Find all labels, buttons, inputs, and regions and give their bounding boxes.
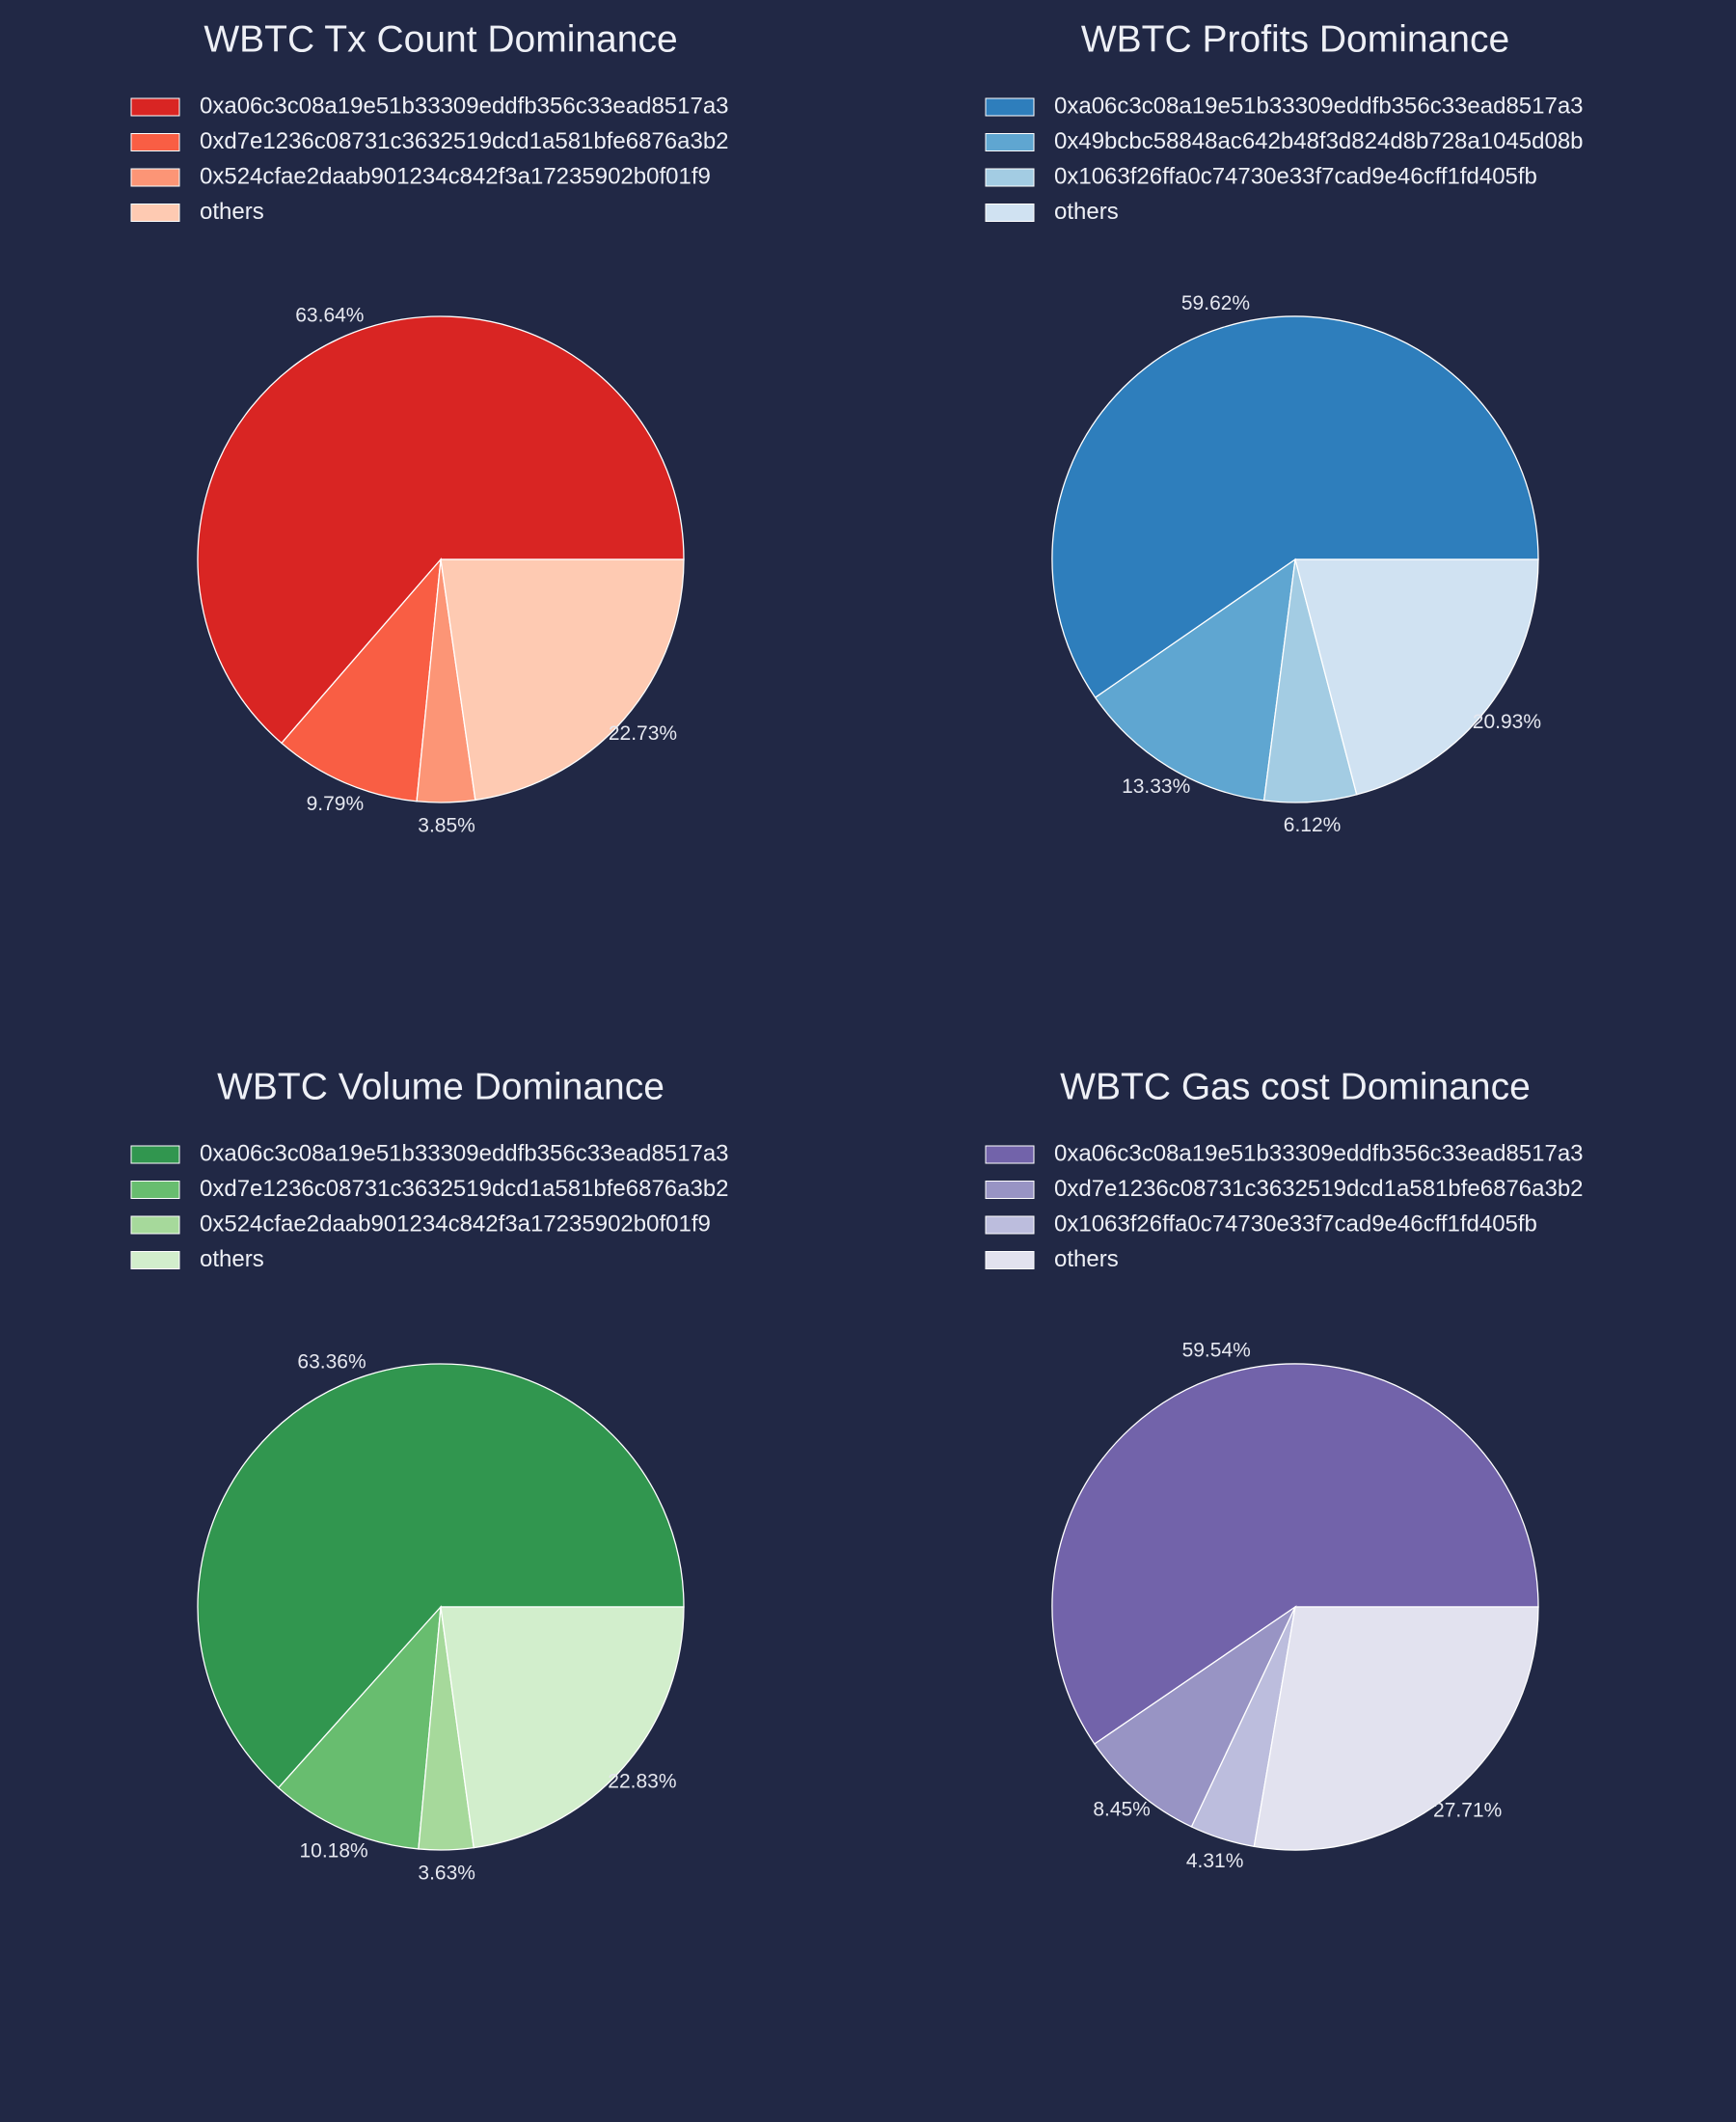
pie-slice	[1093, 1605, 1297, 1828]
slice-percent-label: 13.33%	[1122, 775, 1190, 798]
slice-percent-label: 63.36%	[297, 1350, 366, 1373]
legend-swatch	[985, 97, 1035, 117]
legend-label: 0xa06c3c08a19e51b33309eddfb356c33ead8517…	[200, 93, 729, 119]
pie-slice	[1294, 558, 1539, 796]
slice-percent-label: 22.83%	[608, 1771, 676, 1793]
legend-label: 0x1063f26ffa0c74730e33f7cad9e46cff1fd405…	[1054, 1211, 1537, 1237]
chart-title: WBTC Gas cost Dominance	[1060, 1066, 1531, 1107]
legend-label: 0xd7e1236c08731c3632519dcd1a581bfe6876a3…	[200, 1176, 729, 1202]
legend-label: 0xa06c3c08a19e51b33309eddfb356c33ead8517…	[1054, 1140, 1584, 1166]
slice-percent-label: 20.93%	[1473, 711, 1541, 733]
chart-title: WBTC Volume Dominance	[217, 1066, 665, 1107]
legend-label: others	[200, 199, 264, 225]
slice-percent-label: 27.71%	[1433, 1799, 1502, 1821]
slice-percent-label: 4.31%	[1186, 1850, 1244, 1872]
legend-swatch	[985, 204, 1035, 222]
legend-label: 0x524cfae2daab901234c842f3a17235902b0f01…	[200, 1211, 711, 1237]
legend-swatch	[985, 133, 1035, 151]
pie-slice	[281, 558, 442, 803]
slice-percent-label: 3.85%	[418, 815, 475, 837]
pie-slice	[277, 1605, 442, 1850]
pie-chart-2: WBTC Profits Dominance 0xa06c3c08a19e51b3…	[985, 18, 1584, 836]
legend-swatch	[985, 1145, 1035, 1164]
chart-title: WBTC Tx Count Dominance	[203, 18, 677, 60]
legend-label: 0xa06c3c08a19e51b33309eddfb356c33ead8517…	[1054, 93, 1584, 119]
legend-swatch	[985, 168, 1035, 187]
legend-swatch	[130, 1145, 180, 1164]
legend: 0xa06c3c08a19e51b33309eddfb356c33ead8517…	[985, 93, 1584, 225]
slice-percent-label: 63.64%	[295, 304, 364, 326]
legend-label: others	[200, 1246, 264, 1272]
legend-label: 0xd7e1236c08731c3632519dcd1a581bfe6876a3…	[1054, 1176, 1584, 1202]
legend-label: others	[1054, 1246, 1119, 1272]
legend-label: 0xa06c3c08a19e51b33309eddfb356c33ead8517…	[200, 1140, 729, 1166]
legend-swatch	[985, 1181, 1035, 1199]
legend-swatch	[985, 1251, 1035, 1269]
pie-chart-3: WBTC Volume Dominance 0xa06c3c08a19e51b33…	[130, 1066, 729, 1885]
slice-percent-label: 59.54%	[1182, 1340, 1251, 1362]
slice-percent-label: 22.73%	[609, 722, 677, 745]
pie-chart-4: WBTC Gas cost Dominance 0xa06c3c08a19e51b…	[985, 1066, 1584, 1872]
legend-swatch	[130, 97, 180, 117]
legend-label: others	[1054, 199, 1119, 225]
slice-percent-label: 8.45%	[1093, 1798, 1151, 1820]
pie-slice	[1253, 1606, 1539, 1851]
legend-swatch	[130, 1181, 180, 1199]
legend-label: 0x524cfae2daab901234c842f3a17235902b0f01…	[200, 163, 711, 189]
slice-percent-label: 6.12%	[1284, 814, 1342, 836]
legend-swatch	[985, 1215, 1035, 1235]
pie-slice	[197, 1363, 685, 1789]
legend-swatch	[130, 1251, 180, 1269]
pie-slice	[1094, 558, 1296, 802]
legend: 0xa06c3c08a19e51b33309eddfb356c33ead8517…	[130, 93, 729, 225]
legend-swatch	[130, 1215, 180, 1235]
pie-chart-1: WBTC Tx Count Dominance 0xa06c3c08a19e51b…	[130, 18, 729, 837]
legend-label: 0x1063f26ffa0c74730e33f7cad9e46cff1fd405…	[1054, 163, 1537, 189]
legend-swatch	[130, 168, 180, 187]
slice-percent-label: 3.63%	[418, 1863, 475, 1885]
legend-label: 0xd7e1236c08731c3632519dcd1a581bfe6876a3…	[200, 128, 729, 154]
legend-swatch	[130, 133, 180, 151]
legend-swatch	[130, 204, 180, 222]
pie-slice	[1051, 1363, 1539, 1745]
slice-percent-label: 9.79%	[307, 793, 365, 815]
slice-percent-label: 10.18%	[299, 1840, 367, 1863]
legend: 0xa06c3c08a19e51b33309eddfb356c33ead8517…	[985, 1140, 1584, 1272]
legend-label: 0x49bcbc58848ac642b48f3d824d8b728a1045d0…	[1054, 128, 1584, 154]
legend: 0xa06c3c08a19e51b33309eddfb356c33ead8517…	[130, 1140, 729, 1272]
slice-percent-label: 59.62%	[1181, 292, 1250, 314]
chart-title: WBTC Profits Dominance	[1081, 18, 1509, 60]
pie-slice	[440, 558, 685, 802]
pie-slice	[1051, 315, 1539, 699]
pie-slice	[440, 1606, 685, 1849]
pie-slice	[197, 315, 685, 745]
